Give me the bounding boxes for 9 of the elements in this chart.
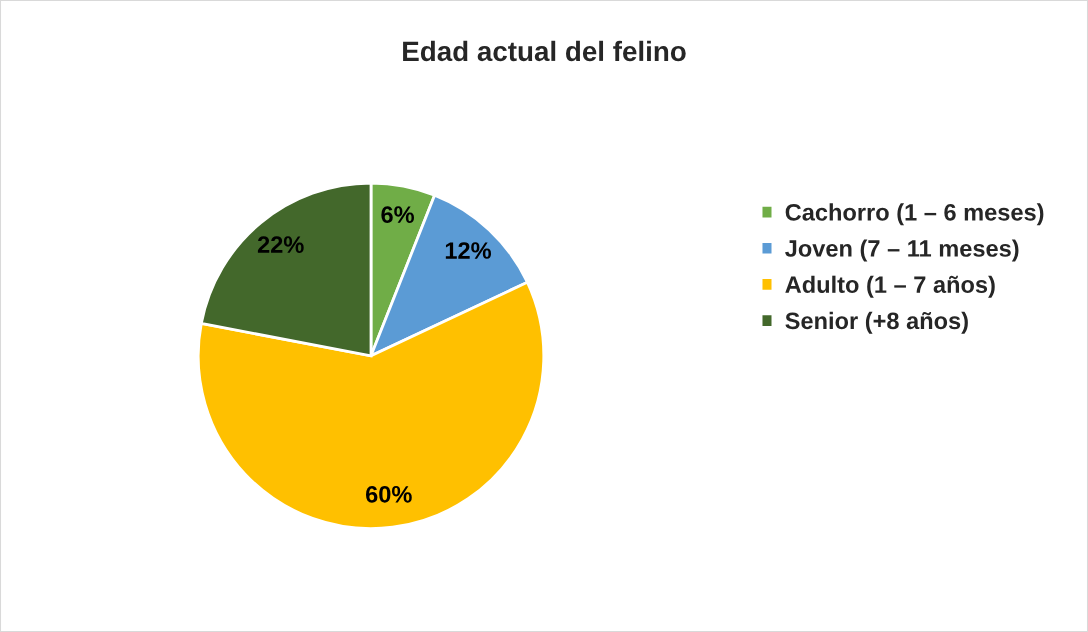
legend-label: Senior (+8 años) xyxy=(785,311,968,334)
data-label: 22% xyxy=(257,236,304,253)
data-label: 60% xyxy=(366,485,412,503)
legend-label: Cachorro (1 – 6 meses) xyxy=(785,203,1044,226)
chart-title: Edad actual del felino xyxy=(403,40,686,62)
legend-label: Joven (7 – 11 meses) xyxy=(785,239,1019,262)
legend-label: Adulto (1 – 7 años) xyxy=(785,275,995,298)
data-label: 6% xyxy=(381,206,414,223)
data-label: 12% xyxy=(445,242,491,259)
